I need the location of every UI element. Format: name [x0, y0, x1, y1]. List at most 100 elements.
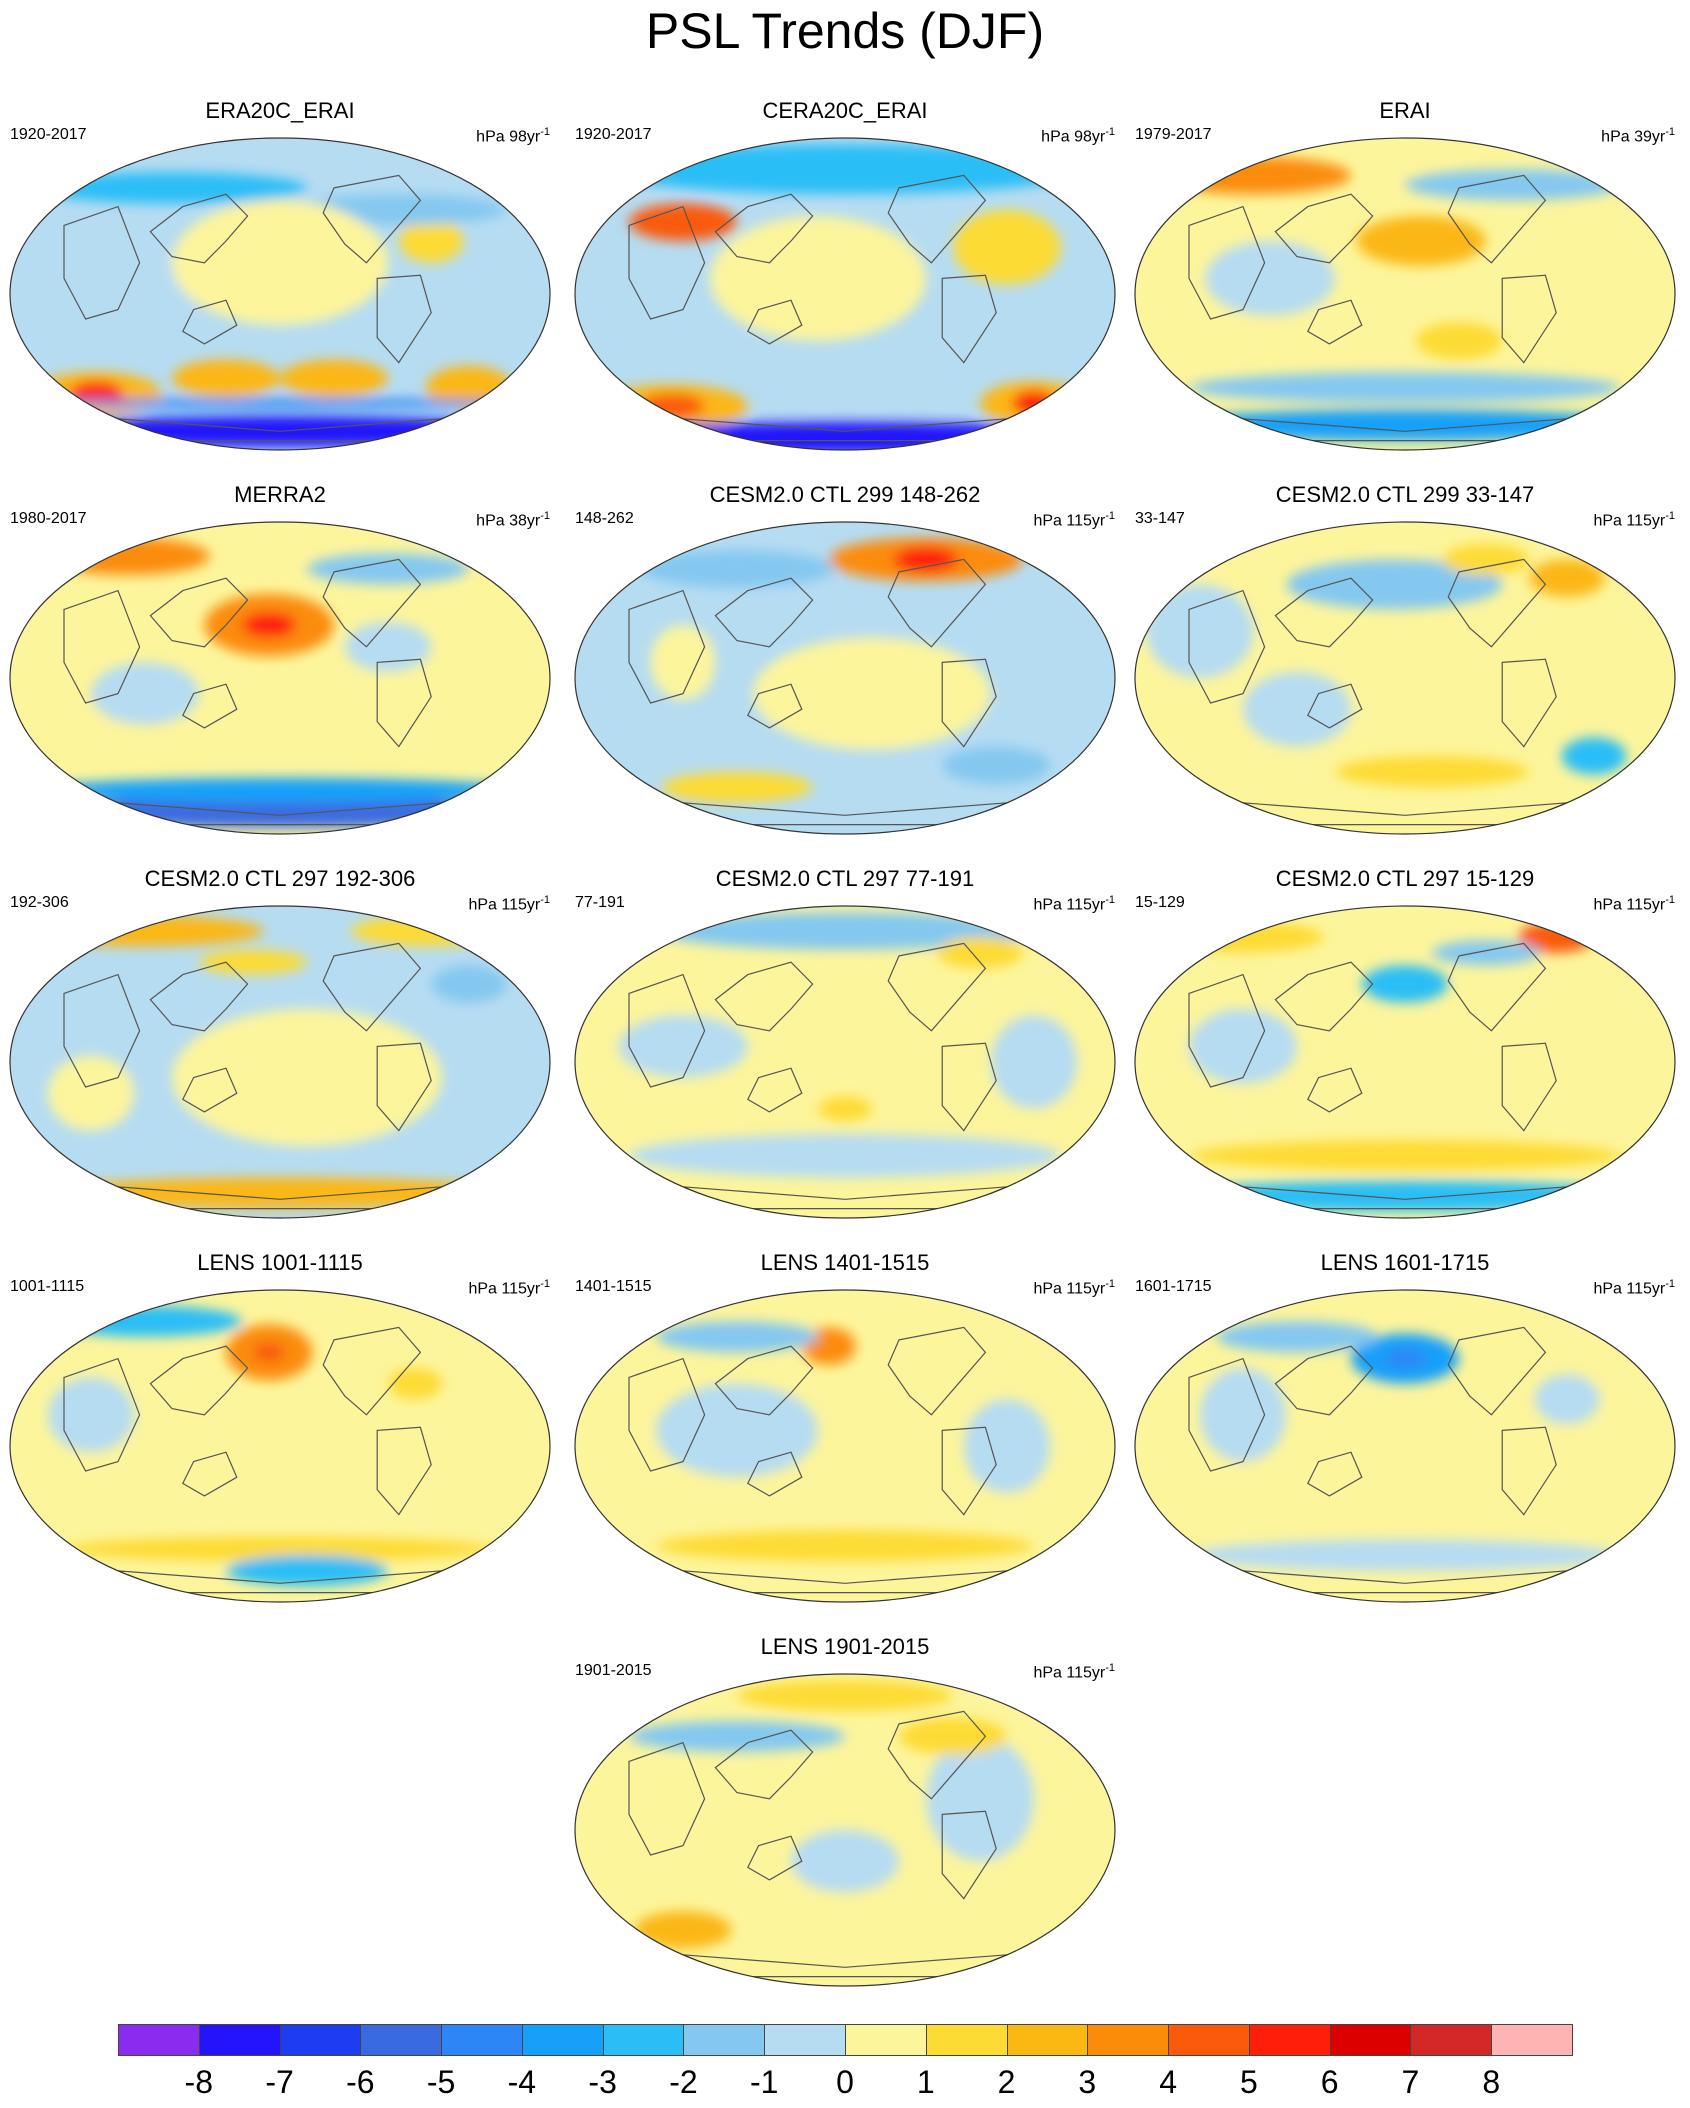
trend-contour: [1189, 372, 1621, 404]
map-panel: CESM2.0 CTL 299 148-262 148-262 hPa 115yr-…: [565, 482, 1125, 854]
coastline: [714, 1729, 814, 1800]
map-panel: ERAI 1979-2017 hPa 39yr-1: [1125, 98, 1685, 470]
trend-contour: [398, 219, 464, 263]
trend-contour: [656, 1321, 818, 1353]
trend-contour: [661, 771, 813, 803]
colorbar-box: [360, 2024, 443, 2056]
coastline: [1274, 193, 1374, 264]
coastline: [1307, 299, 1363, 345]
coastline: [1188, 1357, 1266, 1472]
trend-contour: [64, 1536, 496, 1562]
coastline: [1307, 683, 1363, 729]
trend-contour: [656, 912, 1034, 950]
coastline: [1188, 205, 1266, 320]
map-outline: [574, 1673, 1116, 1987]
coastline: [1188, 973, 1266, 1088]
world-map: [1134, 905, 1676, 1219]
panel-title: CESM2.0 CTL 299 148-262: [709, 482, 981, 507]
colorbar-box: [845, 2024, 927, 2056]
panel-units: hPa 115yr-1: [1033, 890, 1115, 915]
trend-contour: [47, 537, 210, 576]
panel-title: CESM2.0 CTL 297 192-306: [144, 866, 416, 891]
coastline: [887, 1326, 987, 1416]
colorbar-label: -8: [184, 2064, 213, 2100]
colorbar-box: [1491, 2024, 1573, 2056]
colorbar-box: [118, 2024, 200, 2056]
units-exponent: -1: [1665, 1278, 1675, 1290]
panel-units: hPa 115yr-1: [1593, 506, 1675, 531]
trend-contour: [253, 1343, 286, 1362]
units-text: hPa 98yr: [476, 128, 541, 146]
coastline: [887, 1710, 987, 1800]
world-map: [1134, 521, 1676, 835]
colorbar-label: -2: [669, 2064, 698, 2100]
coastline: [1447, 942, 1547, 1032]
coastline: [714, 961, 814, 1032]
world-map: [574, 137, 1116, 451]
coastline: [1274, 961, 1374, 1032]
coastline: [1501, 274, 1557, 364]
trend-contour: [1415, 322, 1503, 360]
units-text: hPa 115yr: [1033, 1280, 1106, 1298]
coastline: [941, 274, 997, 364]
coastline: [1501, 1042, 1557, 1132]
units-exponent: -1: [1105, 1662, 1115, 1674]
main-title: PSL Trends (DJF): [645, 3, 1045, 59]
trend-contour: [1356, 216, 1486, 266]
panel-units: hPa 98yr-1: [476, 122, 550, 147]
units-exponent: -1: [1665, 510, 1675, 522]
units-text: hPa 115yr: [1593, 896, 1666, 914]
map-outline: [1134, 521, 1676, 835]
map-outline: [574, 1289, 1116, 1603]
colorbar-label: -1: [749, 2064, 779, 2100]
panel-title: ERAI: [1379, 98, 1431, 123]
panel-units: hPa 115yr-1: [1593, 890, 1675, 915]
coastline: [1307, 1067, 1363, 1113]
coastline: [747, 1835, 803, 1881]
trend-contour: [344, 621, 432, 672]
world-map: [9, 521, 551, 835]
panel-units: hPa 115yr-1: [1593, 1274, 1675, 1299]
world-map: [1134, 137, 1676, 451]
panel-title: LENS 1401-1515: [760, 1250, 930, 1275]
coastline: [941, 1426, 997, 1516]
colorbar-box: [1410, 2024, 1493, 2056]
trend-contour: [936, 937, 1024, 969]
coastline: [747, 299, 803, 345]
world-map: [1134, 1289, 1676, 1603]
panel-units: hPa 98yr-1: [1041, 122, 1115, 147]
map-panel: CERA20C_ERAI 1920-2017 hPa 98yr-1: [565, 98, 1125, 470]
coastline: [182, 683, 238, 729]
coastline: [322, 1326, 422, 1416]
trend-contour: [1216, 1321, 1378, 1353]
trend-contour: [1383, 1349, 1427, 1368]
trend-contour: [199, 949, 307, 975]
map-outline: [9, 905, 551, 1219]
trend-contour: [629, 1720, 845, 1752]
panel-title: CESM2.0 CTL 297 77-191: [715, 866, 975, 891]
coastline: [887, 174, 987, 264]
panel-units: hPa 115yr-1: [1033, 1658, 1115, 1683]
units-exponent: -1: [540, 1278, 550, 1290]
trend-contour: [242, 612, 297, 638]
trend-contour: [618, 1015, 748, 1078]
units-text: hPa 115yr: [1033, 1664, 1106, 1682]
trend-contour: [1199, 1368, 1287, 1462]
colorbar-box: [1329, 2024, 1412, 2056]
trend-contour: [602, 144, 1088, 195]
trend-contour: [629, 1133, 1061, 1178]
panel-period: 33-147: [1135, 510, 1185, 527]
map-outline: [9, 137, 551, 451]
colorbar-box: [925, 2024, 1008, 2056]
trend-contour: [710, 216, 926, 341]
trend-contour: [1243, 671, 1351, 747]
coastline: [182, 299, 238, 345]
trend-contour: [1162, 409, 1648, 441]
trend-contour: [893, 546, 959, 572]
map-panel: MERRA2 1980-2017 hPa 38yr-1: [0, 482, 560, 854]
trend-contour: [1361, 965, 1449, 1003]
map-panel: LENS 1601-1715 1601-1715 hPa 115yr-1: [1125, 1250, 1685, 1622]
units-text: hPa 115yr: [1033, 896, 1106, 914]
panel-period: 1001-1115: [10, 1278, 85, 1295]
map-panel: LENS 1901-2015 1901-2015 hPa 115yr-1: [565, 1634, 1125, 2006]
